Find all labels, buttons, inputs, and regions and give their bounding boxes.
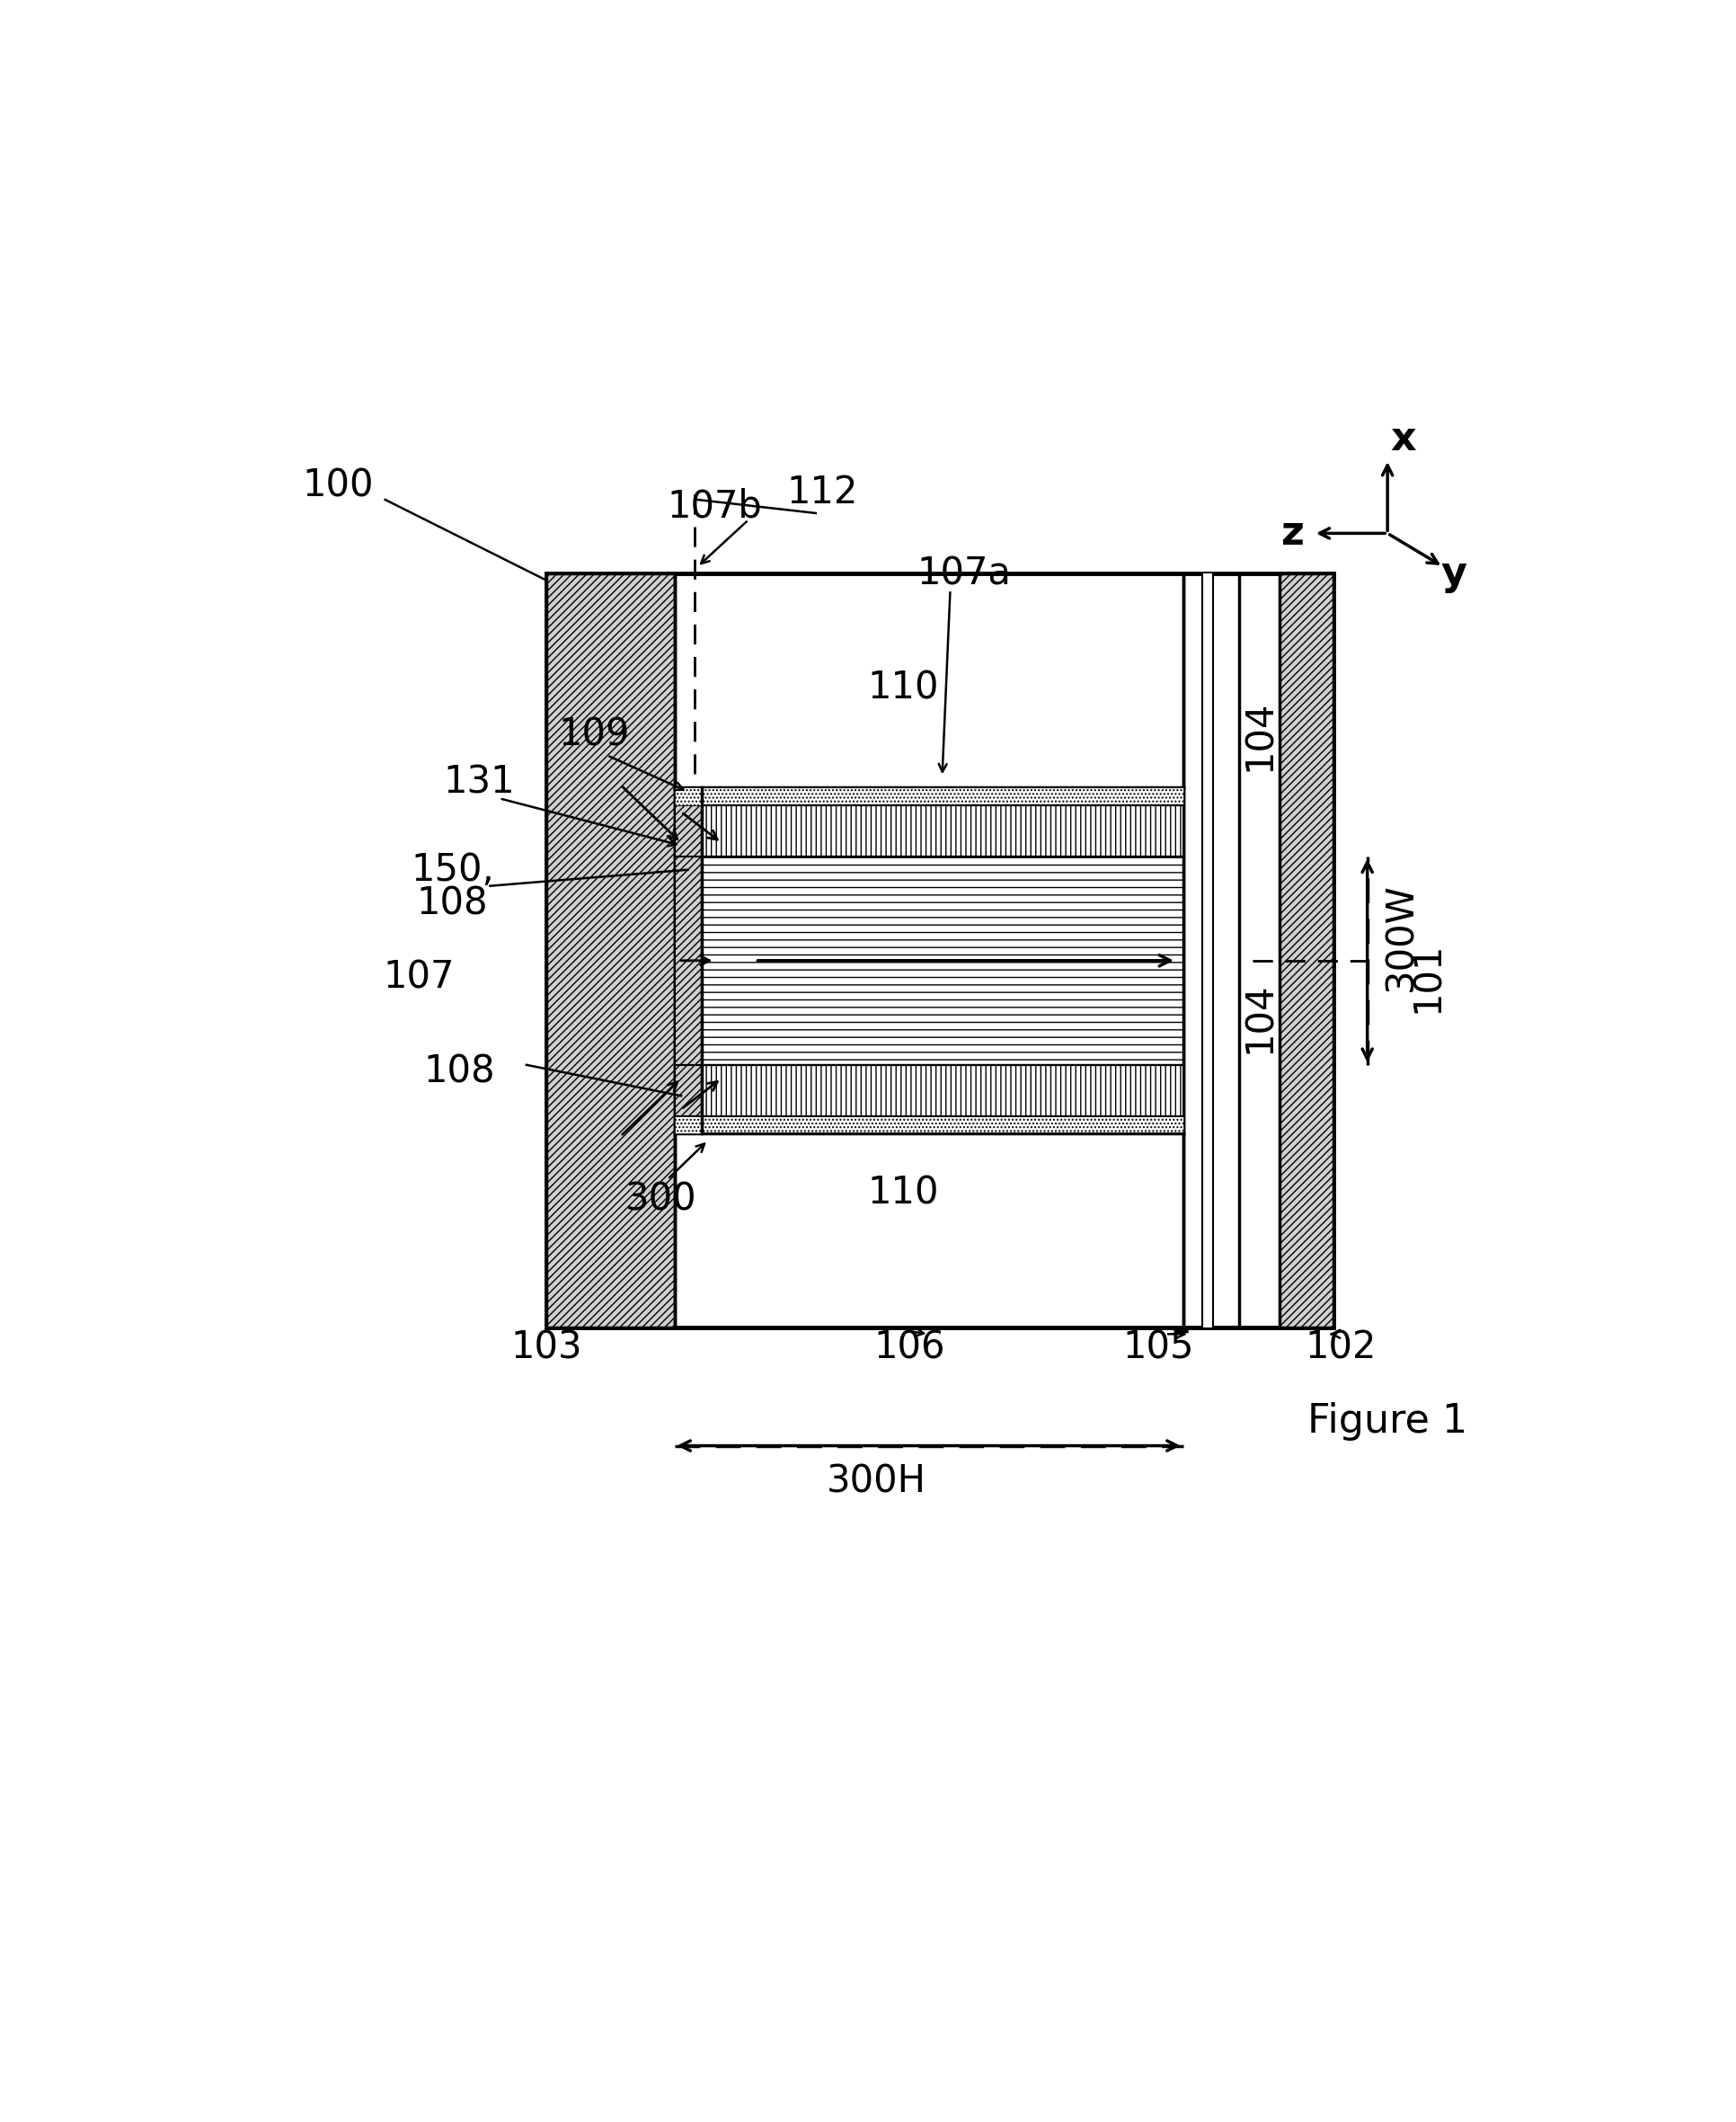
Text: 109: 109 <box>557 717 630 753</box>
Text: 110: 110 <box>868 1173 939 1212</box>
Text: 104: 104 <box>1241 700 1278 770</box>
Text: 108: 108 <box>417 885 488 923</box>
Bar <box>674 1116 701 1133</box>
Text: y: y <box>1441 554 1467 594</box>
Text: x: x <box>1391 420 1417 458</box>
Bar <box>547 573 675 1326</box>
Bar <box>701 857 1182 1065</box>
Text: z: z <box>1281 514 1305 552</box>
Text: 112: 112 <box>786 473 858 511</box>
Text: 100: 100 <box>302 467 373 505</box>
Text: 104: 104 <box>1241 982 1278 1053</box>
Text: 102: 102 <box>1305 1328 1377 1367</box>
Bar <box>701 787 1182 804</box>
Text: 300: 300 <box>625 1180 696 1218</box>
Bar <box>701 1116 1182 1133</box>
Text: 131: 131 <box>444 764 516 802</box>
Bar <box>674 1065 701 1116</box>
Bar <box>674 857 701 1065</box>
Text: 105: 105 <box>1123 1328 1194 1367</box>
Text: 108: 108 <box>424 1053 495 1091</box>
Text: 150,: 150, <box>411 851 495 889</box>
Text: 107a: 107a <box>917 554 1010 592</box>
Bar <box>701 1065 1182 1116</box>
Bar <box>701 804 1182 857</box>
Text: 101: 101 <box>1410 942 1446 1012</box>
Bar <box>674 787 701 804</box>
Bar <box>674 804 701 857</box>
Bar <box>547 573 1333 1326</box>
Text: 107b: 107b <box>667 488 762 526</box>
Bar <box>1279 573 1333 1326</box>
Text: Figure 1: Figure 1 <box>1307 1403 1467 1441</box>
Text: 300H: 300H <box>826 1464 925 1500</box>
Text: 106: 106 <box>875 1328 946 1367</box>
Text: 103: 103 <box>510 1328 582 1367</box>
Bar <box>1201 573 1212 1326</box>
Text: 300W: 300W <box>1382 883 1420 991</box>
Text: 110: 110 <box>868 668 939 707</box>
Text: 107: 107 <box>384 959 455 997</box>
